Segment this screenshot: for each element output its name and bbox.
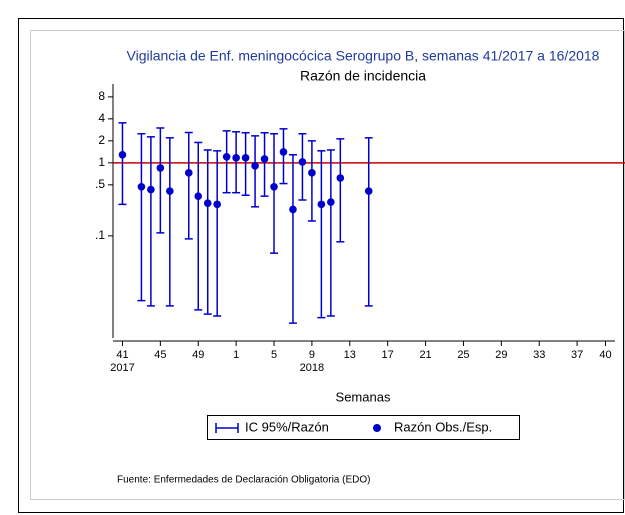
point xyxy=(213,200,221,209)
x-year-label: 2018 xyxy=(300,362,324,374)
x-tick-label: 33 xyxy=(533,349,545,361)
y-tick-label: .1 xyxy=(95,228,105,242)
point xyxy=(336,174,345,182)
point xyxy=(137,182,146,191)
legend-swatch xyxy=(373,424,381,432)
point xyxy=(241,154,250,162)
y-tick-label: 1 xyxy=(98,155,105,169)
x-tick-label: 25 xyxy=(457,349,469,361)
x-tick-label: 37 xyxy=(571,349,583,361)
x-tick-label: 45 xyxy=(154,349,166,361)
point xyxy=(289,205,297,214)
point xyxy=(203,199,212,208)
x-tick-label: 17 xyxy=(382,349,394,361)
x-tick-label: 13 xyxy=(344,349,356,361)
chart-title: Vigilancia de Enf. meningocócica Serogru… xyxy=(127,48,600,64)
y-tick-label: 2 xyxy=(98,133,105,147)
point xyxy=(270,182,278,191)
point xyxy=(327,198,335,206)
outer-frame xyxy=(18,18,624,513)
x-tick-label: 49 xyxy=(192,349,204,361)
point xyxy=(118,150,127,159)
point xyxy=(194,192,203,200)
x-tick-label: 5 xyxy=(271,349,277,361)
y-tick-label: 4 xyxy=(98,111,105,125)
x-tick-label: 9 xyxy=(309,349,315,361)
x-tick-label: 29 xyxy=(495,349,507,361)
point xyxy=(364,187,373,195)
chart-subtitle: Razón de incidencia xyxy=(300,68,426,84)
point xyxy=(308,169,316,177)
legend-label: Razón Obs./Esp. xyxy=(394,419,492,434)
x-tick-label: 21 xyxy=(419,349,431,361)
point xyxy=(156,164,165,172)
point xyxy=(232,154,240,162)
x-axis-title: Semanas xyxy=(336,389,391,404)
point xyxy=(222,152,231,161)
point xyxy=(251,162,259,170)
point xyxy=(279,148,288,156)
x-tick-label: 1 xyxy=(233,349,239,361)
point xyxy=(184,169,193,177)
x-tick-label: 40 xyxy=(599,349,611,361)
legend-label: IC 95%/Razón xyxy=(245,419,329,434)
y-tick-label: .5 xyxy=(95,177,105,191)
point xyxy=(260,155,269,163)
y-tick-label: 8 xyxy=(98,89,105,103)
point xyxy=(317,200,326,209)
point xyxy=(166,187,174,195)
source-note: Fuente: Enfermedades de Declaración Obli… xyxy=(117,475,370,486)
legend-box xyxy=(207,415,520,440)
x-year-label: 2017 xyxy=(110,362,134,374)
point xyxy=(147,185,155,194)
x-tick-label: 41 xyxy=(116,349,128,361)
point xyxy=(298,158,307,166)
